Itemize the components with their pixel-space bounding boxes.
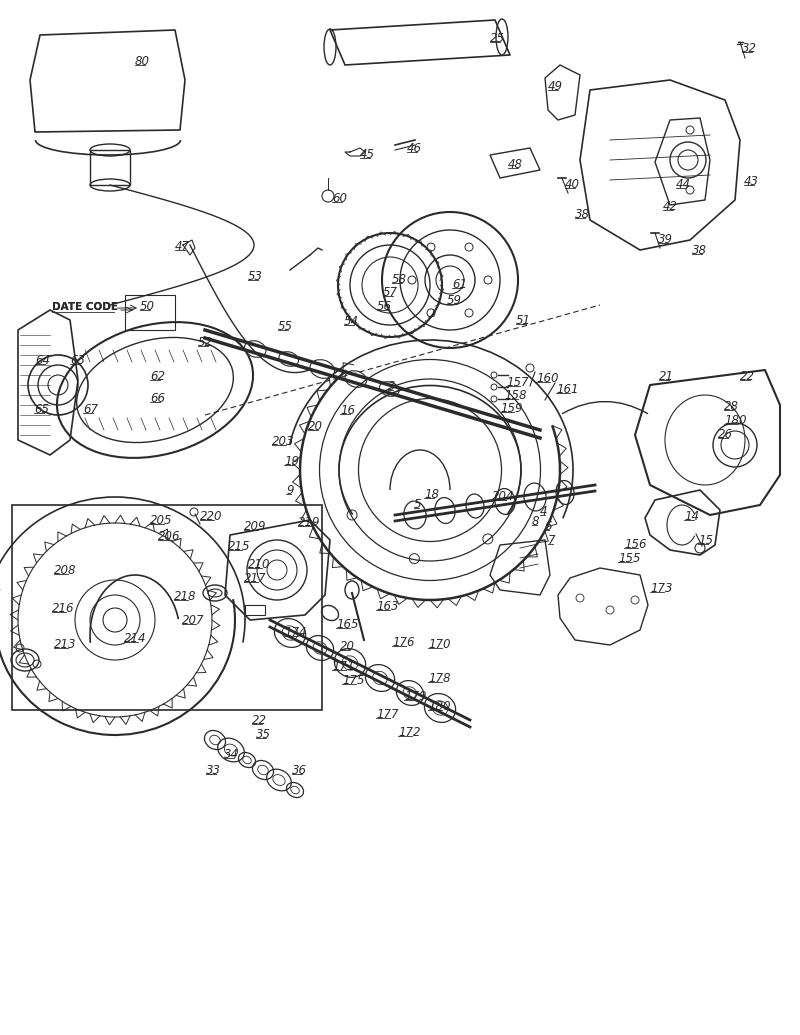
- Text: 208: 208: [54, 564, 77, 576]
- Text: 165: 165: [336, 618, 358, 631]
- Text: 36: 36: [292, 764, 307, 777]
- Text: 47: 47: [175, 240, 190, 253]
- Text: 174: 174: [284, 626, 306, 639]
- Text: 40: 40: [565, 178, 580, 191]
- Text: 50: 50: [140, 300, 155, 313]
- Text: 61: 61: [452, 278, 467, 291]
- Text: 4: 4: [540, 505, 547, 518]
- Text: 65: 65: [34, 403, 49, 416]
- Text: 16: 16: [340, 404, 355, 417]
- Text: 53: 53: [248, 270, 263, 283]
- Text: 43: 43: [744, 175, 759, 188]
- Text: 59: 59: [447, 294, 462, 307]
- Text: 3: 3: [388, 380, 395, 393]
- Text: 175: 175: [342, 674, 365, 687]
- Text: 5: 5: [414, 498, 422, 511]
- Text: 215: 215: [228, 540, 250, 553]
- Text: 216: 216: [52, 602, 74, 615]
- Text: 35: 35: [256, 728, 271, 741]
- Text: 21: 21: [659, 369, 674, 383]
- Text: 20: 20: [340, 640, 355, 653]
- Text: 28: 28: [724, 400, 739, 413]
- Text: 179: 179: [404, 690, 426, 703]
- Text: 26: 26: [718, 428, 733, 441]
- Text: 44: 44: [676, 178, 691, 191]
- Text: 18: 18: [424, 487, 439, 501]
- Text: 52: 52: [198, 336, 213, 349]
- Text: 177: 177: [376, 708, 398, 721]
- Bar: [125, 295, 175, 330]
- Text: 204: 204: [492, 490, 514, 503]
- Text: 67: 67: [83, 403, 98, 416]
- Text: 9: 9: [286, 484, 294, 497]
- Text: 80: 80: [135, 55, 150, 68]
- Text: 22: 22: [740, 369, 755, 383]
- Text: 161: 161: [556, 383, 578, 396]
- Text: 66: 66: [150, 392, 165, 405]
- Text: 32: 32: [742, 42, 757, 55]
- Text: 51: 51: [516, 314, 531, 327]
- Text: 180: 180: [724, 414, 746, 427]
- Text: 159: 159: [500, 402, 522, 415]
- Text: 8: 8: [532, 515, 539, 528]
- Text: 170: 170: [428, 638, 450, 651]
- Text: 160: 160: [536, 372, 558, 385]
- Text: 209: 209: [244, 520, 266, 533]
- Text: 155: 155: [618, 552, 641, 565]
- Text: 58: 58: [392, 273, 407, 286]
- Text: 157: 157: [506, 376, 529, 389]
- Text: 60: 60: [332, 193, 347, 205]
- Text: 38: 38: [575, 208, 590, 221]
- Text: 14: 14: [684, 510, 699, 523]
- Text: 6: 6: [544, 520, 551, 533]
- Text: 20: 20: [308, 420, 323, 433]
- Text: 45: 45: [360, 148, 375, 161]
- Text: 38: 38: [692, 244, 707, 257]
- Text: 220: 220: [200, 510, 222, 523]
- Bar: [245, 605, 265, 615]
- Text: 56: 56: [377, 300, 392, 313]
- Text: 62: 62: [150, 369, 165, 383]
- Text: 63: 63: [70, 354, 85, 367]
- Text: 156: 156: [624, 538, 646, 551]
- Text: 214: 214: [124, 632, 146, 645]
- Text: 171: 171: [332, 660, 354, 673]
- Text: 205: 205: [150, 514, 173, 527]
- Text: 34: 34: [224, 748, 239, 761]
- Text: 207: 207: [182, 614, 205, 627]
- Text: 48: 48: [508, 158, 523, 171]
- Text: 42: 42: [663, 200, 678, 213]
- Text: 64: 64: [35, 354, 50, 367]
- Text: 218: 218: [174, 590, 197, 603]
- Text: 57: 57: [383, 286, 398, 299]
- Text: 173: 173: [650, 582, 673, 595]
- Text: 25: 25: [490, 32, 505, 45]
- Text: 19: 19: [284, 455, 299, 468]
- Text: 55: 55: [278, 320, 293, 333]
- Text: DATE CODE: DATE CODE: [52, 302, 118, 312]
- Text: 176: 176: [392, 635, 414, 649]
- Text: 54: 54: [344, 315, 359, 328]
- Bar: [12, 505, 322, 710]
- Text: DATE CODE: DATE CODE: [52, 302, 118, 312]
- Text: 178: 178: [428, 672, 450, 685]
- Text: 217: 217: [244, 572, 266, 585]
- Text: 158: 158: [504, 389, 526, 402]
- Text: 39: 39: [658, 233, 673, 246]
- Text: 213: 213: [54, 638, 77, 651]
- Text: 22: 22: [252, 714, 267, 727]
- Text: 172: 172: [398, 726, 421, 739]
- Text: 163: 163: [376, 600, 398, 613]
- Text: 203: 203: [272, 435, 294, 448]
- Text: 46: 46: [407, 142, 422, 155]
- Text: 49: 49: [548, 80, 563, 93]
- Text: 210: 210: [248, 558, 270, 571]
- Text: 180: 180: [428, 700, 450, 713]
- Text: 7: 7: [548, 534, 555, 548]
- Text: 33: 33: [206, 764, 221, 777]
- Text: 206: 206: [158, 530, 181, 543]
- Text: 219: 219: [298, 516, 321, 529]
- Text: 15: 15: [698, 534, 713, 548]
